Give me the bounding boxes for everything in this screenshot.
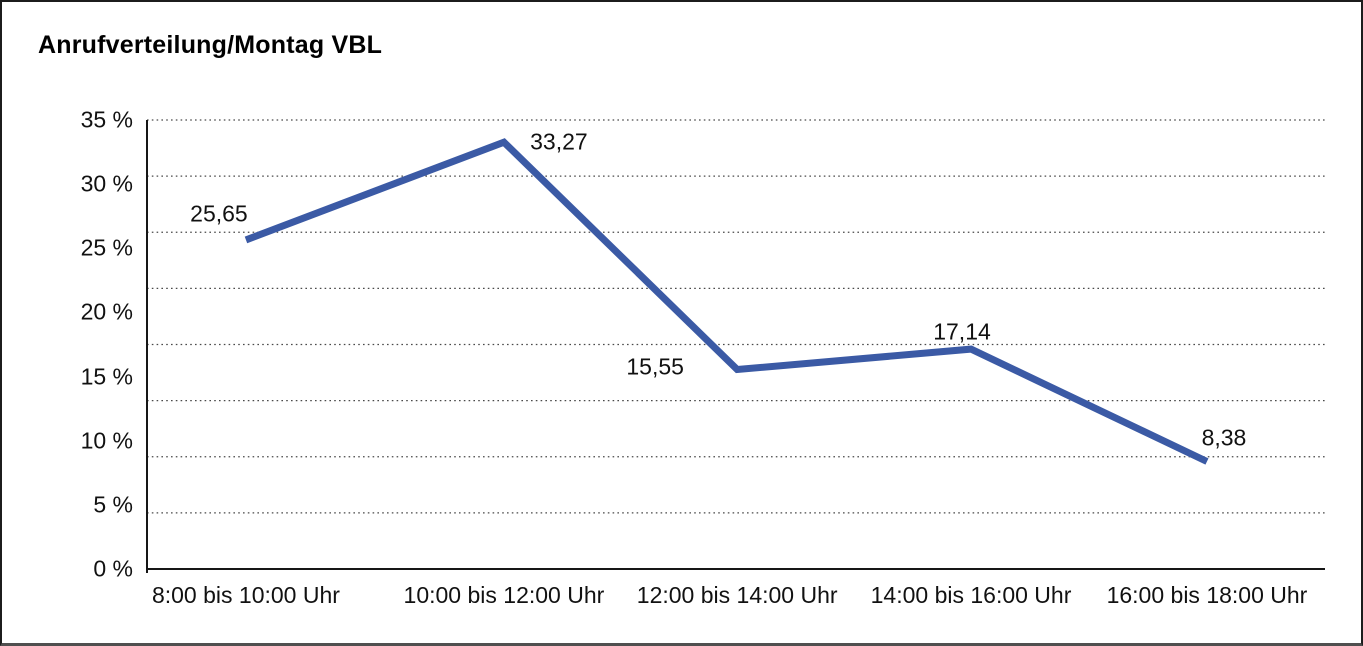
x-category-label: 16:00 bis 18:00 Uhr — [1106, 582, 1308, 608]
y-tick-label: 10 % — [80, 427, 133, 454]
y-tick-label: 30 % — [80, 170, 133, 197]
data-point-label: 17,14 — [933, 318, 991, 345]
x-category-label: 8:00 bis 10:00 Uhr — [151, 582, 340, 608]
y-tick-label: 5 % — [93, 491, 133, 518]
data-point-label: 33,27 — [530, 128, 588, 155]
data-point-label: 15,55 — [626, 352, 684, 379]
data-point-label: 8,38 — [1201, 424, 1247, 451]
data-point-label: 25,65 — [190, 200, 248, 227]
y-tick-label: 0 % — [93, 555, 133, 582]
y-tick-label: 20 % — [80, 298, 133, 325]
x-category-label: 12:00 bis 14:00 Uhr — [636, 582, 838, 608]
y-tick-label: 35 % — [80, 106, 133, 133]
x-category-label: 10:00 bis 12:00 Uhr — [403, 582, 605, 608]
chart-title: Anrufverteilung/Montag VBL — [38, 31, 383, 59]
y-tick-label: 25 % — [80, 234, 133, 261]
x-category-label: 14:00 bis 16:00 Uhr — [870, 582, 1072, 608]
data-line — [244, 138, 1209, 465]
y-tick-label: 15 % — [80, 362, 133, 389]
